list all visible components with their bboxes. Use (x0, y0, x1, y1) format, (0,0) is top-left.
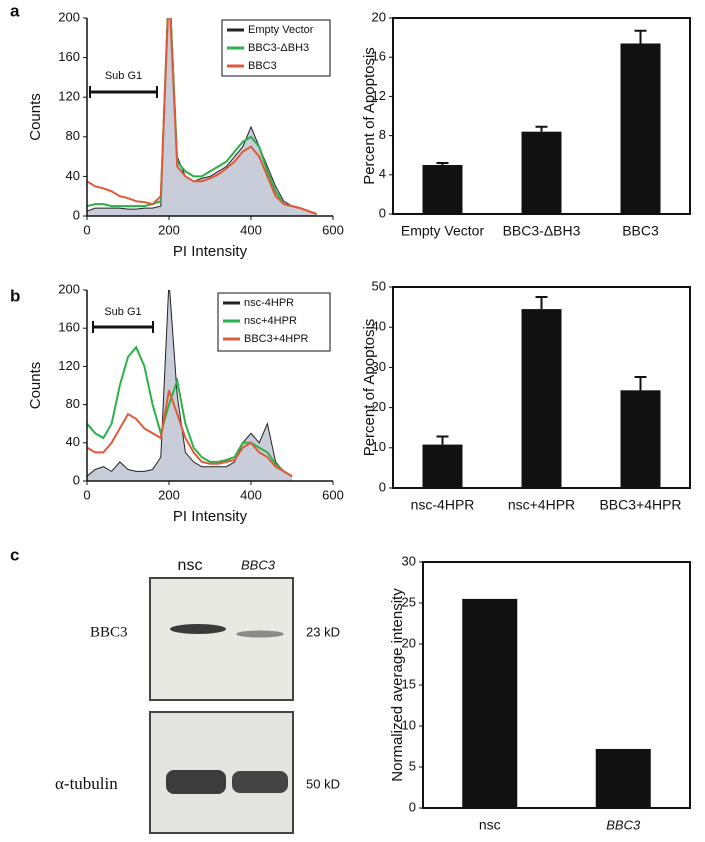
y-tick-label: 0 (73, 207, 80, 222)
band (170, 624, 226, 634)
x-tick-label: 200 (158, 222, 180, 237)
y-tick-label: 10 (372, 439, 386, 454)
y-axis-label: Percent of Apoptosis (361, 319, 378, 457)
legend-label: BBC3-ΔBH3 (248, 42, 309, 54)
x-axis-label: PI Intensity (173, 243, 248, 260)
band (232, 771, 288, 793)
y-tick-label: 0 (409, 799, 416, 814)
y-axis-label: Counts (27, 93, 44, 141)
y-tick-label: 160 (58, 320, 80, 335)
y-axis-label: Percent of Apoptosis (361, 47, 378, 185)
series-line (87, 18, 317, 215)
bar (521, 131, 562, 214)
series-line (87, 389, 293, 478)
legend-label: nsc+4HPR (244, 315, 297, 327)
lane-label: nsc (178, 557, 203, 574)
y-tick-label: 50 (372, 278, 386, 293)
error-bar (634, 376, 647, 391)
y-tick-label: 80 (66, 396, 80, 411)
bar (620, 43, 661, 215)
y-tick-label: 5 (409, 758, 416, 773)
x-tick-label: 400 (240, 222, 262, 237)
y-tick-label: 8 (379, 127, 386, 142)
blot: nsc BBC3 BBC3 23 kD α-tubulin 50 kD (55, 557, 340, 834)
x-tick-label: 200 (158, 487, 180, 502)
error-bar (535, 125, 548, 132)
x-tick-label: BBC3-ΔBH3 (503, 223, 581, 239)
size-label: 23 kD (306, 624, 340, 639)
row-label: α-tubulin (55, 774, 118, 793)
legend-label: Empty Vector (248, 24, 314, 36)
size-label: 50 kD (306, 776, 340, 791)
y-tick-label: 20 (402, 635, 416, 650)
panel-label: b (10, 286, 20, 305)
y-tick-label: 40 (372, 319, 386, 334)
y-tick-label: 30 (372, 359, 386, 374)
y-tick-label: 30 (402, 553, 416, 568)
series-line (87, 290, 293, 477)
x-tick-label: 600 (322, 222, 344, 237)
y-tick-label: 80 (66, 128, 80, 143)
y-tick-label: 15 (402, 676, 416, 691)
legend-label: nsc-4HPR (244, 297, 294, 309)
y-tick-label: 200 (58, 281, 80, 296)
x-tick-label: 0 (83, 222, 90, 237)
y-tick-label: 12 (372, 88, 386, 103)
x-tick-label: 400 (240, 487, 262, 502)
y-tick-label: 0 (73, 472, 80, 487)
y-tick-label: 16 (372, 49, 386, 64)
band (166, 770, 226, 794)
y-tick-label: 20 (372, 9, 386, 24)
error-bar (436, 435, 449, 445)
bar (422, 444, 463, 488)
x-tick-label: nsc+4HPR (508, 497, 575, 513)
blot-panel (149, 577, 294, 701)
y-axis-label: Counts (27, 362, 44, 410)
series-line (87, 18, 317, 215)
x-tick-label: nsc (479, 817, 501, 833)
y-tick-label: 160 (58, 49, 80, 64)
annotation: Sub G1 (104, 306, 141, 318)
x-axis-label: PI Intensity (173, 508, 248, 525)
bar (422, 165, 463, 214)
x-tick-label: Empty Vector (401, 223, 485, 239)
bar (521, 309, 562, 488)
y-axis-label: Normalized average intensity (389, 588, 406, 782)
bar (462, 598, 518, 808)
legend-label: BBC3 (248, 60, 277, 72)
x-tick-label: BBC3+4HPR (599, 497, 681, 513)
y-tick-label: 120 (58, 358, 80, 373)
error-bar (436, 162, 449, 165)
y-tick-label: 200 (58, 9, 80, 24)
y-tick-label: 0 (379, 205, 386, 220)
error-bar (634, 29, 647, 44)
lane-label: BBC3 (241, 557, 276, 572)
y-tick-label: 40 (66, 168, 80, 183)
panel-label: a (10, 1, 20, 20)
y-tick-label: 40 (66, 434, 80, 449)
x-tick-label: 600 (322, 487, 344, 502)
bar (595, 748, 651, 808)
row-label: BBC3 (90, 624, 128, 640)
series-line (87, 18, 317, 215)
error-bar (535, 296, 548, 310)
area (87, 18, 317, 216)
x-tick-label: BBC3 (622, 223, 659, 239)
y-tick-label: 25 (402, 594, 416, 609)
x-tick-label: nsc-4HPR (411, 497, 475, 513)
band (236, 630, 284, 638)
series-line (87, 345, 293, 478)
y-tick-label: 120 (58, 89, 80, 104)
y-tick-label: 20 (372, 399, 386, 414)
x-tick-label: 0 (83, 487, 90, 502)
bar (620, 390, 661, 488)
y-tick-label: 4 (379, 166, 386, 181)
annotation: Sub G1 (105, 70, 142, 82)
panel-label: c (10, 545, 19, 564)
y-tick-label: 0 (379, 479, 386, 494)
x-tick-label: BBC3 (606, 817, 641, 832)
y-tick-label: 10 (402, 717, 416, 732)
legend-label: BBC3+4HPR (244, 333, 309, 345)
